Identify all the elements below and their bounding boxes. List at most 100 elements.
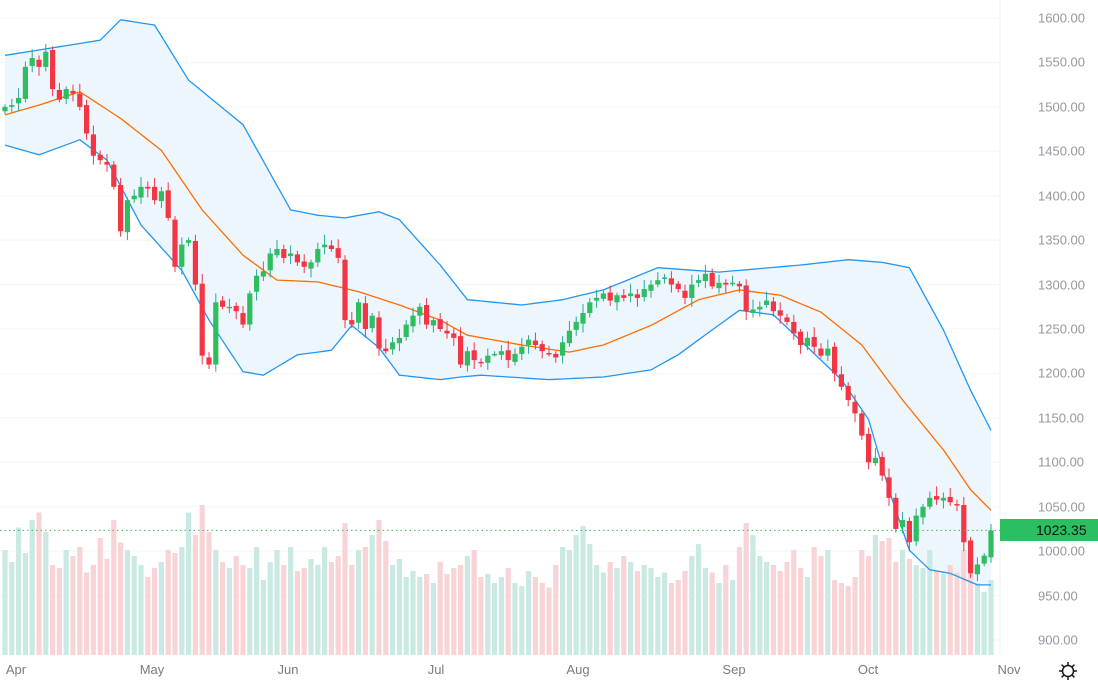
volume-bar [165,550,171,655]
volume-bar [546,587,552,655]
candle-body [913,515,919,542]
volume-bar [818,556,824,655]
volume-bar [396,559,402,655]
volume-bar [50,565,56,655]
volume-bar [505,568,511,655]
candle-body [247,293,253,325]
candle-body [614,295,620,303]
volume-bar [641,565,647,655]
candle-body [532,340,538,345]
candle-body [342,259,348,321]
candle-body [458,336,464,365]
candle-body [689,284,695,298]
volume-bar [580,526,586,655]
candle-body [634,294,640,298]
volume-bar [260,580,266,655]
volume-bar [750,535,756,655]
y-tick: 1150.00 [1038,410,1085,426]
candle-body [777,310,783,316]
candle-body [104,161,110,165]
candle-body [818,348,824,356]
volume-bar [63,550,69,655]
y-tick: 950.00 [1038,588,1078,604]
candle-body [798,331,804,345]
volume-bar [927,550,933,655]
candle-body [294,254,300,263]
candle-body [900,520,906,528]
x-tick: May [139,662,165,677]
volume-bar [893,562,899,655]
candle-body [906,520,912,543]
candle-body [886,477,892,498]
candle-body [832,346,838,374]
volume-bar [437,562,443,655]
volume-bar [152,568,158,655]
x-tick: Apr [5,662,27,677]
volume-bar [471,550,477,655]
volume-bar [920,568,926,655]
volume-bar [804,577,810,655]
candle-body [471,350,477,361]
candle-body [70,90,76,94]
volume-bar [97,538,103,655]
volume-bar [709,572,715,655]
candle-body [723,282,729,285]
volume-bar [961,550,967,655]
volume-bar [342,523,348,655]
y-tick: 1250.00 [1038,321,1085,337]
candle-body [29,57,35,66]
candle-body [573,321,579,330]
candle-body [199,283,205,356]
candle-body [594,297,600,301]
volume-bar [968,574,974,655]
volume-bar [900,550,906,655]
settings-gear-icon[interactable] [1057,660,1079,682]
volume-bar [335,556,341,655]
volume-bar [702,568,708,655]
candle-body [254,275,260,292]
candle-body [519,346,525,354]
volume-bar [16,527,22,655]
candle-body [335,248,341,258]
volume-bar [240,565,246,655]
y-tick: 900.00 [1038,632,1078,648]
candle-body [138,186,144,198]
volume-bar [859,550,865,655]
volume-bar [648,568,654,655]
volume-bar [723,565,729,655]
volume-bar [954,572,960,655]
volume-bar [213,550,219,655]
volume-bar [791,550,797,655]
candle-body [825,348,831,356]
volume-bar [124,550,130,655]
volume-bar [84,572,90,655]
candle-body [220,300,226,307]
candle-body [743,285,749,312]
x-tick: Aug [566,662,590,677]
volume-bar [743,523,749,655]
volume-bar [179,547,185,655]
candle-body [97,154,103,161]
candle-body [36,59,42,67]
volume-bar [186,512,192,655]
candle-body [872,457,878,464]
candle-body [682,290,688,298]
volume-bar [36,512,42,655]
candle-body [172,219,178,267]
volume-bar [254,547,260,655]
x-tick: Oct [857,662,879,677]
volume-bar [451,568,457,655]
volume-bar [498,577,504,655]
candle-body [315,249,321,263]
candle-body [866,433,872,463]
candle-body [505,350,511,361]
volume-bar [417,577,423,655]
candle-body [512,353,518,362]
volume-bar [594,565,600,655]
volume-bar [111,520,117,655]
candle-body [240,313,246,325]
volume-bar [464,556,470,655]
volume-bar [430,583,436,655]
volume-bar [866,556,872,655]
